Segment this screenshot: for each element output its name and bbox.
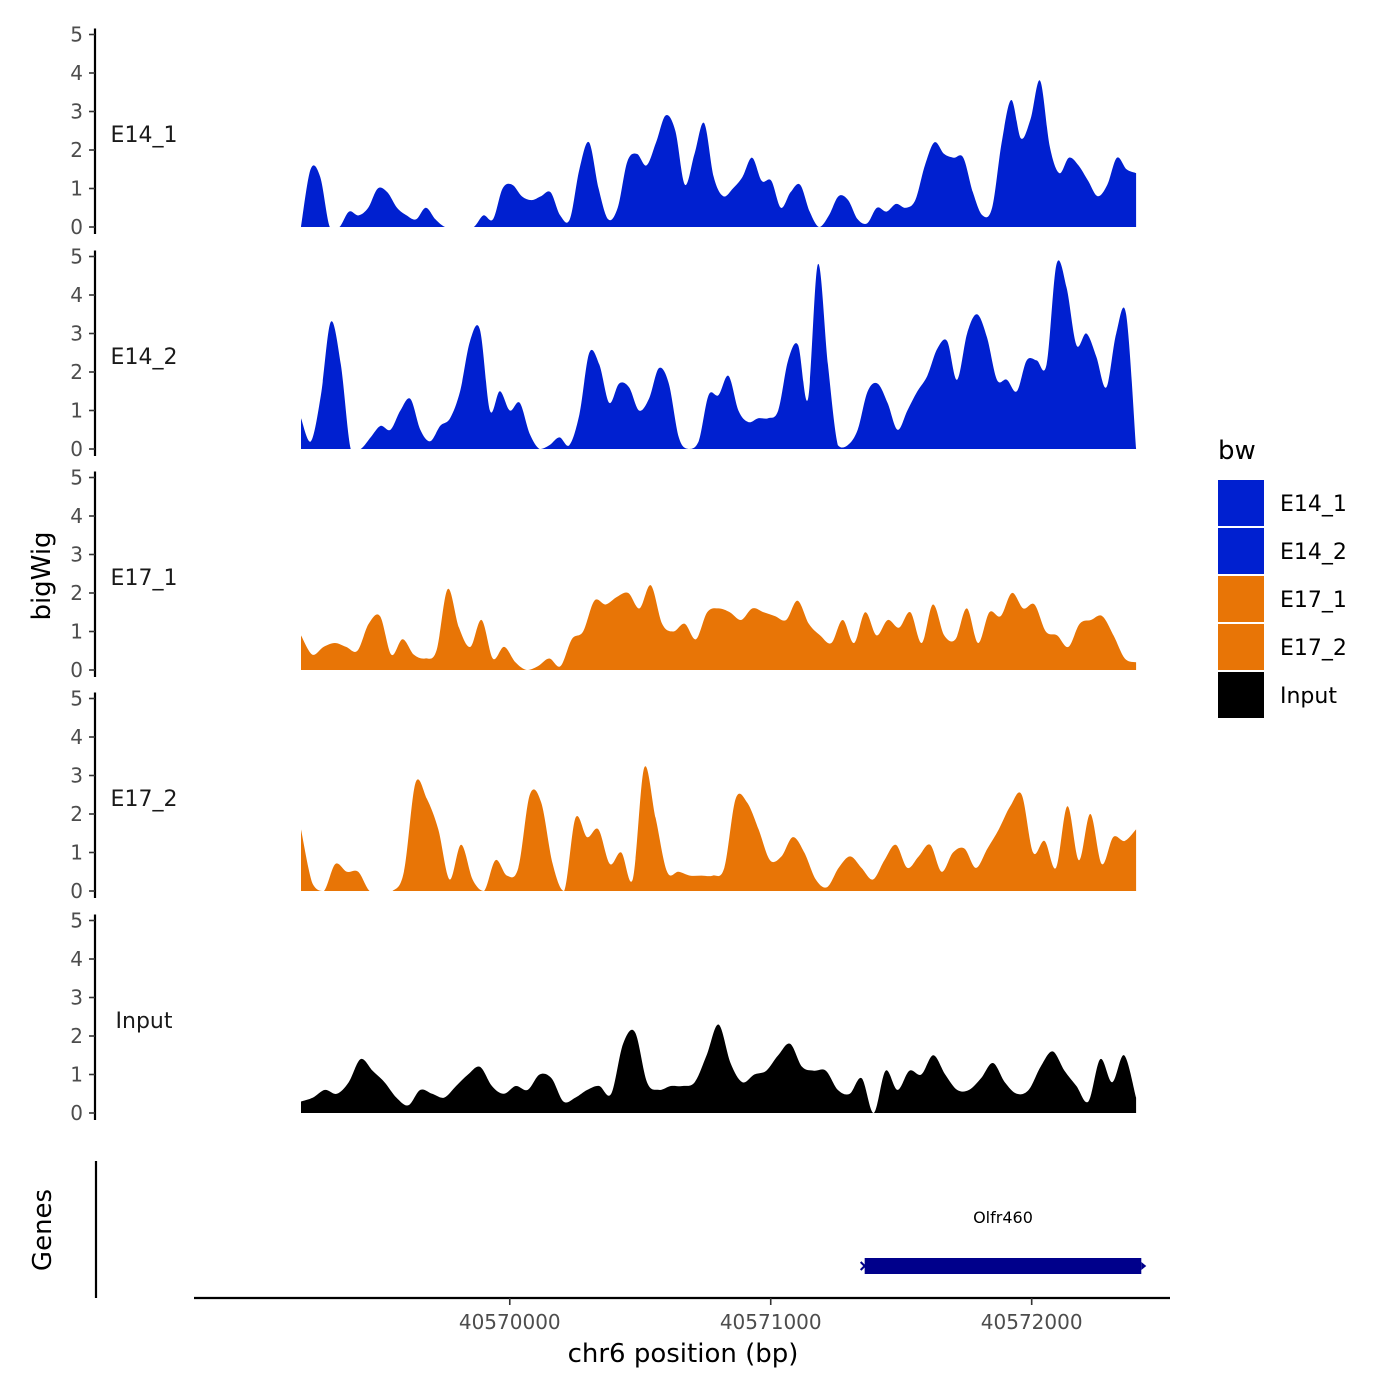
- y-tick-label: 2: [70, 1024, 83, 1048]
- legend-swatch: [1218, 480, 1264, 526]
- y-tick-label: 3: [70, 764, 83, 788]
- legend-item-e14-1: E14_1: [1218, 480, 1347, 526]
- y-tick-label: 0: [70, 1101, 83, 1125]
- y-tick-label: 5: [70, 466, 83, 490]
- y-tick-label: 1: [70, 841, 83, 865]
- y-axis-title: bigWig: [27, 531, 57, 620]
- track-e14-1: 0 1 2 3 4 5 E14_1: [70, 23, 1137, 239]
- signal-area-input: [301, 1024, 1137, 1113]
- track-label: E17_2: [111, 787, 178, 812]
- y-tick-label: 0: [70, 658, 83, 682]
- y-tick-label: 3: [70, 100, 83, 124]
- y-tick-label: 5: [70, 23, 83, 47]
- track-e14-2: 0 1 2 3 4 5 E14_2: [70, 245, 1137, 461]
- legend-label: Input: [1280, 684, 1337, 709]
- gene-body: [864, 1258, 1142, 1274]
- track-label: E14_1: [111, 123, 178, 148]
- y-tick-label: 1: [70, 177, 83, 201]
- y-tick-label: 4: [70, 61, 83, 85]
- legend-title: bw: [1218, 436, 1256, 466]
- x-axis-title: chr6 position (bp): [568, 1339, 799, 1369]
- x-tick-label: 40571000: [720, 1310, 822, 1334]
- track-label: E14_2: [111, 345, 178, 370]
- y-tick-label: 5: [70, 909, 83, 933]
- x-tick-label: 40570000: [459, 1310, 561, 1334]
- genes-axis-title: Genes: [28, 1189, 58, 1271]
- y-tick-label: 3: [70, 322, 83, 346]
- y-tick-label: 1: [70, 399, 83, 423]
- x-ticks: 40570000 40571000 40572000: [459, 1298, 1083, 1334]
- y-tick-label: 4: [70, 725, 83, 749]
- genes-panel: Genes Olfr460: [28, 1161, 1147, 1298]
- track-e17-1: 0 1 2 3 4 5 E17_1: [70, 466, 1137, 682]
- legend-label: E17_2: [1280, 636, 1347, 661]
- legend-swatch: [1218, 624, 1264, 670]
- y-tick-label: 0: [70, 437, 83, 461]
- legend-swatch: [1218, 576, 1264, 622]
- y-tick-label: 3: [70, 543, 83, 567]
- legend-label: E17_1: [1280, 588, 1347, 613]
- gene-marks: Olfr460: [859, 1208, 1147, 1274]
- track-input: 0 1 2 3 4 5 Input: [70, 909, 1137, 1125]
- legend-item-input: Input: [1218, 672, 1337, 718]
- y-tick-label: 1: [70, 1063, 83, 1087]
- gene-label: Olfr460: [973, 1208, 1033, 1227]
- track-panels: 0 1 2 3 4 5 E14_1 0 1 2 3 4 5 E14_2 0 1 2 3 4 5 E17_1 0 1 2 3 4 5 E…: [70, 23, 1137, 1125]
- y-tick-label: 4: [70, 504, 83, 528]
- signal-area-e14-1: [301, 80, 1137, 228]
- x-axis: 40570000 40571000 40572000 chr6 position (…: [194, 1296, 1170, 1369]
- y-tick-label: 1: [70, 620, 83, 644]
- track-label: E17_1: [111, 566, 178, 591]
- legend-swatch: [1218, 528, 1264, 574]
- x-tick-label: 40572000: [981, 1310, 1083, 1334]
- gene-start-marker: [859, 1261, 870, 1271]
- y-tick-label: 2: [70, 360, 83, 384]
- y-tick-label: 4: [70, 947, 83, 971]
- signal-area-e14-2: [301, 260, 1137, 449]
- gene-olfr460: Olfr460: [859, 1208, 1147, 1274]
- legend: bw E14_1 E14_2 E17_1 E17_2 Input: [1218, 436, 1347, 718]
- y-tick-label: 2: [70, 581, 83, 605]
- y-tick-label: 4: [70, 283, 83, 307]
- y-tick-label: 3: [70, 986, 83, 1010]
- y-tick-label: 0: [70, 879, 83, 903]
- signal-area-e17-2: [301, 766, 1137, 891]
- legend-item-e17-1: E17_1: [1218, 576, 1347, 622]
- track-e17-2: 0 1 2 3 4 5 E17_2: [70, 687, 1137, 903]
- gene-end-marker: [1141, 1262, 1147, 1270]
- y-tick-label: 2: [70, 138, 83, 162]
- legend-item-e17-2: E17_2: [1218, 624, 1347, 670]
- legend-item-e14-2: E14_2: [1218, 528, 1347, 574]
- legend-label: E14_2: [1280, 540, 1347, 565]
- y-tick-label: 5: [70, 245, 83, 269]
- y-tick-label: 0: [70, 215, 83, 239]
- legend-items: E14_1 E14_2 E17_1 E17_2 Input: [1218, 480, 1347, 718]
- y-tick-label: 5: [70, 687, 83, 711]
- y-tick-label: 2: [70, 802, 83, 826]
- legend-swatch: [1218, 672, 1264, 718]
- legend-label: E14_1: [1280, 492, 1347, 517]
- track-label: Input: [116, 1009, 173, 1034]
- signal-area-e17-1: [301, 585, 1137, 670]
